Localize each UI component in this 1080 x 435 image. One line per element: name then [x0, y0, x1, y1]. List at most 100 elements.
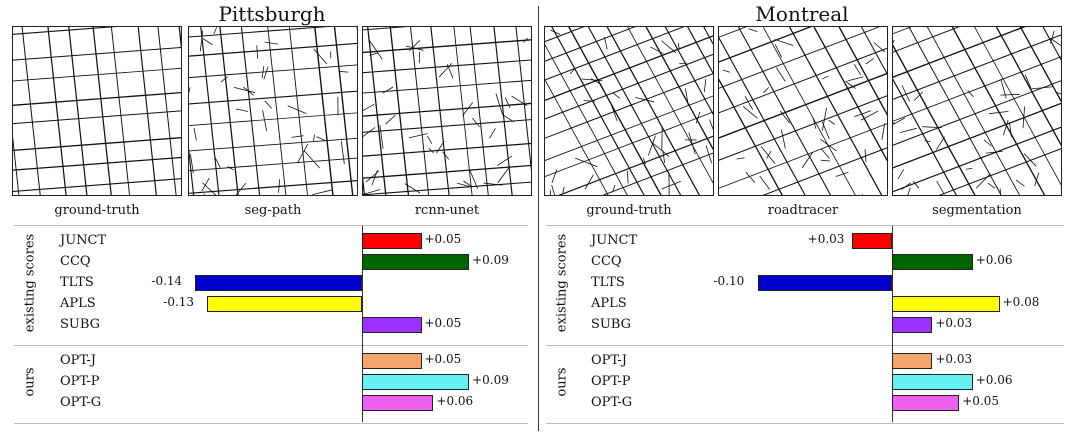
- road-segment: [256, 45, 259, 59]
- road-segment: [975, 173, 991, 189]
- panel-divider: [538, 6, 539, 431]
- road-segment: [661, 180, 681, 190]
- image-caption: ground-truth: [54, 203, 140, 218]
- road-segment: [873, 42, 886, 53]
- road-segment: [453, 27, 473, 195]
- road-segment: [408, 133, 428, 139]
- group-label: ours: [554, 367, 570, 397]
- road-segment: [647, 135, 656, 156]
- road-segment: [189, 137, 357, 152]
- road-segment: [763, 87, 770, 94]
- value-label: +0.03: [807, 232, 845, 246]
- road-segment: [719, 78, 783, 195]
- road-segment: [820, 148, 830, 159]
- road-segment: [483, 182, 503, 186]
- road-segment: [13, 178, 181, 192]
- road-segment: [13, 27, 117, 35]
- road-segment: [21, 27, 41, 195]
- value-label: +0.03: [935, 352, 973, 366]
- value-label: +0.06: [975, 373, 1013, 387]
- road-segment: [219, 27, 239, 195]
- metric-label: OPT-J: [60, 353, 97, 368]
- road-segment: [515, 27, 531, 172]
- road-segment: [719, 47, 887, 114]
- road-segment: [340, 140, 345, 165]
- map-thumbnail: [892, 26, 1062, 196]
- road-segment: [463, 180, 472, 187]
- road-segment: [264, 41, 278, 45]
- road-segment: [612, 92, 620, 99]
- separator-line: [546, 225, 1064, 226]
- road-segment: [788, 27, 883, 195]
- road-segment: [812, 117, 817, 129]
- image-caption: rcnn-unet: [414, 203, 480, 218]
- road-segment: [457, 182, 470, 187]
- road-segment: [545, 95, 713, 161]
- bar: [851, 233, 892, 249]
- road-segment: [860, 27, 887, 75]
- road-segment: [199, 30, 204, 52]
- map-thumbnail: [544, 26, 714, 196]
- image-caption: ground-truth: [586, 203, 672, 218]
- separator-line: [14, 225, 528, 226]
- road-segment: [664, 27, 713, 115]
- road-segment: [189, 180, 357, 194]
- road-segment: [967, 90, 974, 98]
- road-segment: [503, 114, 515, 123]
- road-segment: [363, 39, 531, 54]
- map-thumbnail: [12, 26, 182, 196]
- road-segment: [1050, 30, 1055, 44]
- road-segment: [581, 78, 603, 82]
- road-segment: [428, 147, 434, 154]
- road-segment: [469, 170, 479, 189]
- road-segment: [687, 27, 713, 75]
- road-segment: [446, 63, 454, 79]
- road-segment: [356, 27, 357, 31]
- road-segment: [189, 27, 329, 38]
- road-segment: [995, 27, 1061, 147]
- road-segment: [303, 150, 321, 169]
- value-label: +0.09: [472, 253, 509, 267]
- metric-label: OPT-P: [591, 374, 631, 389]
- road-segment: [719, 27, 880, 89]
- road-segment: [213, 27, 218, 35]
- value-label: +0.03: [935, 316, 973, 330]
- road-segment: [897, 169, 905, 180]
- road-segment: [363, 59, 531, 74]
- road-segment: [545, 35, 713, 102]
- group-label: existing scores: [554, 233, 570, 333]
- road-segment: [287, 105, 307, 114]
- road-segment: [650, 46, 664, 54]
- road-segment: [291, 135, 304, 138]
- bar: [892, 374, 973, 390]
- road-segment: [744, 95, 754, 110]
- road-segment: [545, 27, 685, 81]
- road-segment: [369, 52, 379, 56]
- road-segment: [549, 190, 551, 195]
- road-segment: [893, 44, 976, 195]
- road-segment: [893, 39, 895, 44]
- road-segment: [201, 177, 210, 192]
- road-segment: [472, 118, 480, 128]
- road-segment: [442, 151, 450, 160]
- road-segment: [974, 27, 1061, 186]
- road-segment: [558, 135, 713, 195]
- road-segment: [367, 27, 387, 195]
- road-segment: [847, 76, 864, 82]
- road-segment: [695, 111, 701, 124]
- road-segment: [13, 156, 181, 171]
- road-segment: [709, 119, 713, 131]
- road-segment: [137, 27, 157, 195]
- road-segment: [854, 110, 872, 117]
- road-segment: [385, 114, 396, 125]
- road-segment: [545, 73, 713, 139]
- bar: [362, 374, 470, 390]
- road-segment: [762, 147, 887, 195]
- road-segment: [1002, 119, 1009, 136]
- value-label: +0.05: [962, 394, 1000, 408]
- road-segment: [820, 159, 831, 162]
- road-segment: [288, 27, 308, 195]
- road-segment: [296, 144, 309, 164]
- road-segment: [469, 27, 489, 195]
